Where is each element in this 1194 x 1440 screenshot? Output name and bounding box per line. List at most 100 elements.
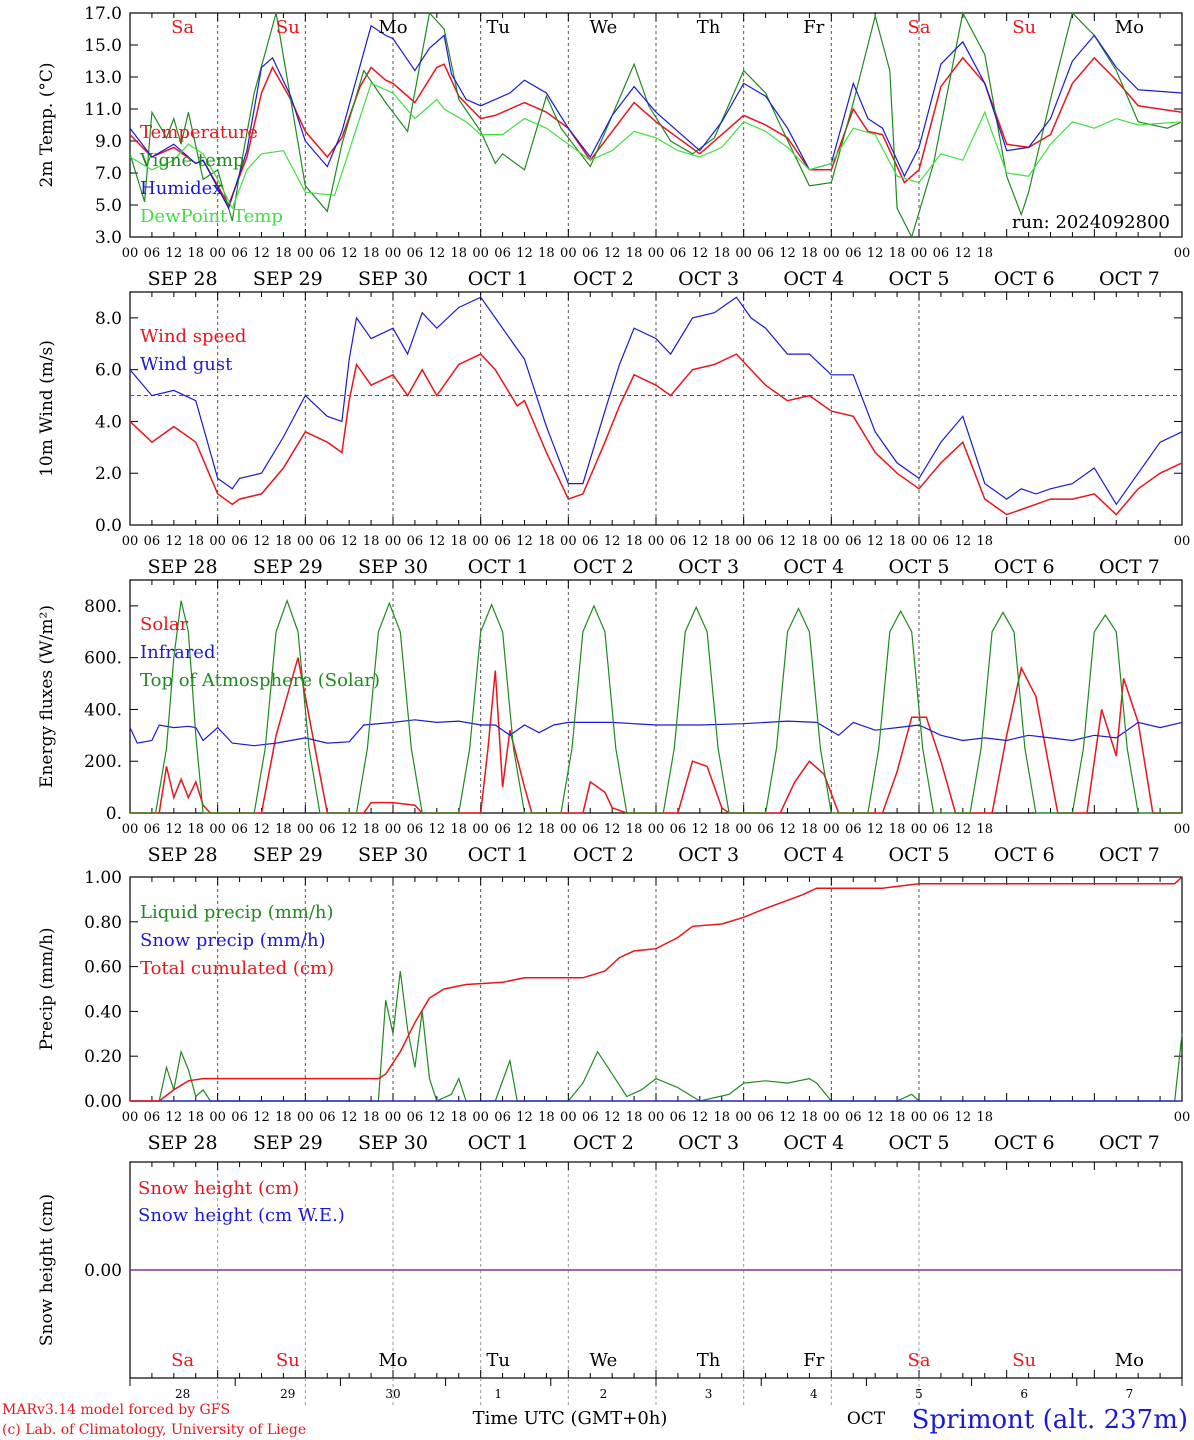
- date-label: OCT 4: [783, 268, 844, 290]
- hour-label: 12: [604, 534, 621, 549]
- hour-label: 06: [757, 246, 774, 261]
- day-name: Mo: [378, 1350, 407, 1371]
- hour-label: 18: [275, 822, 292, 837]
- hour-label: 06: [494, 822, 511, 837]
- hour-label: 00: [297, 246, 314, 261]
- date-label: OCT 2: [573, 1132, 634, 1154]
- hour-label: 12: [253, 822, 270, 837]
- date-label: OCT 5: [889, 1132, 950, 1154]
- hour-label: 00: [122, 1110, 139, 1125]
- hour-label: 00: [472, 534, 489, 549]
- hour-label: 18: [187, 822, 204, 837]
- date-label: SEP 30: [358, 1132, 428, 1154]
- date-label: OCT 1: [468, 556, 529, 578]
- hour-label: 12: [604, 822, 621, 837]
- hour-label: 18: [450, 534, 467, 549]
- y-tick-label: 3.0: [95, 228, 122, 248]
- hour-label-end: 00: [1174, 822, 1191, 837]
- hour-label-end: 00: [1174, 1110, 1191, 1125]
- hour-label: 12: [253, 246, 270, 261]
- day-name: Tu: [486, 17, 510, 38]
- day-name: Fr: [803, 1350, 824, 1371]
- y-axis-label: Precip (mm/h): [37, 927, 57, 1050]
- date-label: SEP 28: [148, 556, 218, 578]
- y-tick-label: 0.40: [84, 1002, 122, 1022]
- hour-label: 06: [670, 822, 687, 837]
- hour-label: 06: [845, 534, 862, 549]
- hour-label: 06: [582, 822, 599, 837]
- date-label: SEP 28: [148, 268, 218, 290]
- y-tick-label: 0.0: [95, 516, 122, 536]
- day-name: Mo: [1115, 1350, 1144, 1371]
- hour-label: 12: [166, 822, 183, 837]
- month-label: OCT: [847, 1409, 886, 1429]
- hour-label: 18: [187, 534, 204, 549]
- hour-label: 18: [889, 246, 906, 261]
- lab-credit: (c) Lab. of Climatology, University of L…: [2, 1422, 306, 1438]
- hour-label: 12: [516, 1110, 533, 1125]
- day-name: Fr: [803, 17, 824, 38]
- day-number: 7: [1126, 1387, 1134, 1401]
- hour-label: 12: [429, 1110, 446, 1125]
- legend-entry: Solar: [140, 614, 189, 635]
- hour-label: 18: [976, 246, 993, 261]
- series-line-total-cumulated-cm-: [130, 876, 1183, 1102]
- legend-entry: Wind speed: [140, 326, 246, 347]
- hour-label: 12: [516, 534, 533, 549]
- hour-label: 06: [407, 822, 424, 837]
- hour-label: 00: [122, 534, 139, 549]
- day-name: We: [590, 17, 618, 38]
- hour-label: 18: [275, 246, 292, 261]
- day-name: Th: [697, 17, 721, 38]
- date-label: OCT 7: [1099, 556, 1160, 578]
- legend-entry: DewPoint Temp: [140, 206, 283, 227]
- hour-label: 00: [823, 1110, 840, 1125]
- panel-frame: [129, 12, 1183, 238]
- hour-label: 06: [144, 534, 161, 549]
- hour-label: 18: [889, 1110, 906, 1125]
- hour-label: 18: [363, 822, 380, 837]
- run-annotation: run: 2024092800: [1012, 212, 1170, 233]
- date-label: OCT 6: [994, 1132, 1055, 1154]
- hour-label: 12: [166, 1110, 183, 1125]
- hour-label: 00: [648, 534, 665, 549]
- day-name: Su: [276, 17, 300, 38]
- day-name: We: [590, 1350, 618, 1371]
- date-label: OCT 5: [889, 844, 950, 866]
- hour-label: 00: [735, 534, 752, 549]
- series-line-temperature: [129, 56, 1183, 207]
- model-credit: MARv3.14 model forced by GFS: [2, 1402, 230, 1418]
- hour-label: 18: [889, 534, 906, 549]
- y-tick-label: 13.0: [84, 68, 122, 88]
- hour-label: 12: [253, 534, 270, 549]
- hour-label: 06: [407, 246, 424, 261]
- day-number: 30: [385, 1387, 400, 1401]
- hour-label: 18: [801, 822, 818, 837]
- hour-label: 00: [385, 1110, 402, 1125]
- legend-entry: Temperature: [140, 122, 258, 143]
- y-tick-label: 1.00: [84, 868, 122, 888]
- hour-label: 00: [560, 1110, 577, 1125]
- y-tick-label: 0.00: [84, 1261, 122, 1281]
- panel-temp: 3.0 5.0 7.0 9.0 11.0 13.0 15.0 17.0 2m Temp. (°C…: [37, 4, 1190, 290]
- hour-label: 06: [319, 822, 336, 837]
- panel-snow: 0.00 Snow height (cm) Snow height (cm) Snow…: [37, 1161, 1183, 1408]
- y-axis-label: Energy fluxes (W/m²): [37, 605, 57, 788]
- hour-label: 12: [516, 822, 533, 837]
- hour-label: 06: [757, 822, 774, 837]
- date-label: SEP 29: [253, 1132, 323, 1154]
- date-label: OCT 1: [468, 268, 529, 290]
- hour-label: 18: [801, 246, 818, 261]
- hour-label: 06: [231, 534, 248, 549]
- hour-label: 18: [538, 1110, 555, 1125]
- hour-label: 00: [209, 822, 226, 837]
- x-axis-label: Time UTC (GMT+0h): [473, 1408, 668, 1429]
- panel-precip: 0.00 0.20 0.40 0.60 0.80 1.00 Precip (mm/h) Liq…: [37, 868, 1190, 1154]
- day-name: Tu: [486, 1350, 510, 1371]
- hour-label: 12: [955, 534, 972, 549]
- hour-label: 12: [692, 534, 709, 549]
- hour-label: 06: [494, 534, 511, 549]
- hour-label: 06: [933, 822, 950, 837]
- y-tick-label: 600.: [84, 649, 122, 669]
- hour-label: 12: [429, 246, 446, 261]
